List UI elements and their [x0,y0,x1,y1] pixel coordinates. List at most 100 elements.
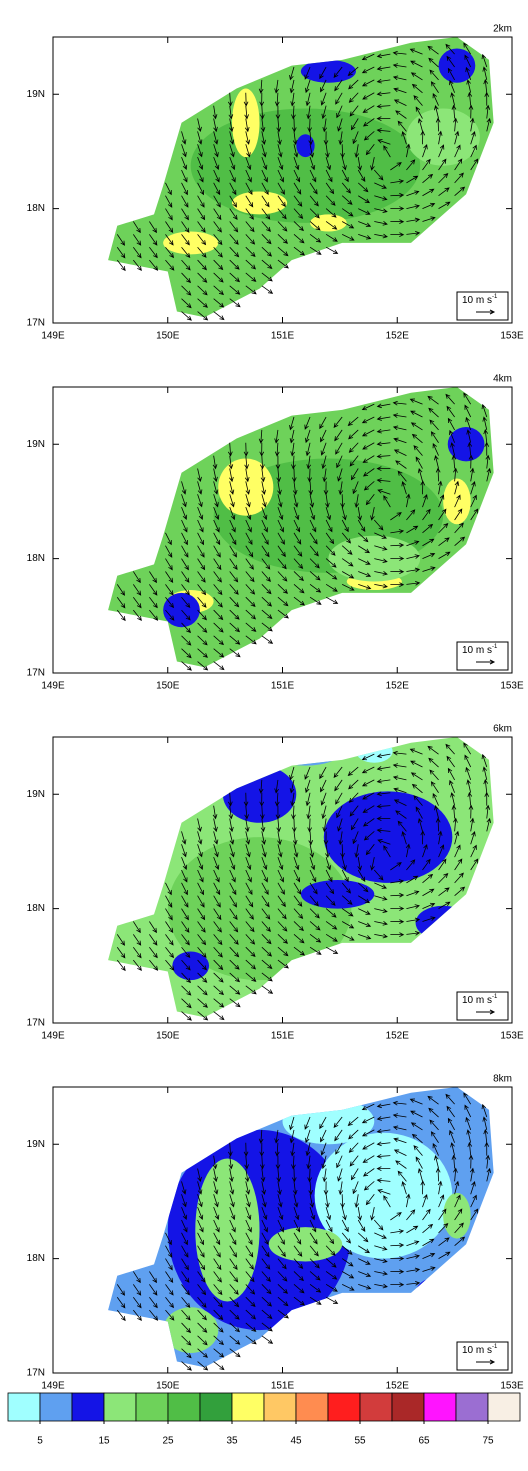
wind-vector [383,495,391,508]
wind-vector [453,117,458,132]
wind-vector [245,584,256,595]
colorbar-tick-label: 65 [418,1436,430,1447]
wind-vector [486,467,492,482]
wind-vector [438,1222,449,1234]
wind-vector [261,1335,274,1344]
wind-vector [277,519,284,533]
wind-vector [277,946,289,957]
x-tick-label: 150E [156,681,180,692]
wind-vector [438,858,447,871]
wind-vector [309,844,315,858]
wind-vector [229,571,239,583]
wind-vector [358,583,372,590]
wind-vector [261,635,274,644]
wind-vector [293,506,300,521]
wind-vector [229,959,240,970]
wind-vector [325,1219,333,1233]
colorbar-box [135,1392,169,1422]
wind-vector [309,882,318,895]
colorbar-box [327,1392,361,1422]
colorbar-tick-label: 15 [98,1436,110,1447]
wind-vector [374,558,388,564]
wind-vector [392,750,407,756]
wind-vector [213,494,219,508]
wind-vector [293,1284,305,1294]
wind-vector [393,99,407,107]
wind-vector [341,869,349,883]
y-tick-label: 19N [27,439,45,450]
wind-vector [376,791,391,797]
wind-vector [406,540,420,547]
wind-vector [413,795,423,806]
wind-vector [304,416,311,430]
wind-vector [293,584,305,594]
wind-vector [293,946,306,956]
wind-vector [454,1236,466,1247]
wind-vector [309,221,321,231]
wind-vector [293,234,305,244]
wind-vector [197,869,204,883]
wind-vector [293,558,304,569]
wind-vector [116,934,125,946]
wind-vector [307,468,313,483]
wind-vector [341,545,353,555]
wind-vector [438,508,447,521]
wind-vector [133,1309,142,1322]
wind-vector [309,869,317,883]
wind-vector [290,442,296,457]
wind-vector [325,869,333,883]
wind-vector [410,72,423,81]
wind-vector [274,429,279,444]
wind-vector [352,481,359,495]
wind-vector [376,441,391,447]
wind-vector [165,221,174,234]
wind-vector [197,545,205,558]
wind-vector [454,522,464,534]
wind-vector [429,769,439,781]
wind-vector [485,104,491,119]
wind-vector [406,554,420,559]
x-tick-label: 150E [156,1031,180,1042]
reference-vector-label: 10 m s-1 [462,994,498,1006]
wind-vector [181,558,189,571]
wind-vector [213,1245,221,1258]
wind-vector [197,1245,205,1258]
wind-vector [277,1296,289,1307]
wind-vector [325,1271,338,1280]
wind-vector [229,882,237,896]
wind-vector [181,221,190,233]
wind-vector [484,791,490,806]
wind-vector [348,1129,359,1140]
wind-vector [261,246,273,257]
wind-vector [406,1209,416,1221]
wind-vector [245,494,251,508]
wind-vector [229,1296,240,1308]
x-tick-label: 151E [271,1381,295,1392]
wind-vector [373,169,384,181]
wind-vector [289,1116,295,1131]
wind-vector [484,91,490,106]
wind-vector [406,1225,419,1234]
wind-vector [483,778,489,793]
wind-vector [446,755,455,768]
wind-vector [361,66,375,74]
wind-vector [470,1181,476,1195]
wind-vector [229,298,241,308]
wind-vector [291,818,297,833]
wind-vector [374,195,388,201]
wind-vector [390,162,402,171]
wind-vector [229,831,235,845]
wind-vector [422,216,436,222]
wind-vector [410,1110,423,1118]
wind-vector [261,234,272,245]
wind-vector [244,818,250,833]
wind-vector [428,757,439,768]
wind-vector [333,766,343,778]
wind-vector [482,1116,488,1130]
wind-vector [229,1284,239,1295]
wind-vector [213,1284,223,1296]
wind-vector [376,778,391,784]
wind-vector [397,470,407,482]
wind-vector [454,158,463,171]
